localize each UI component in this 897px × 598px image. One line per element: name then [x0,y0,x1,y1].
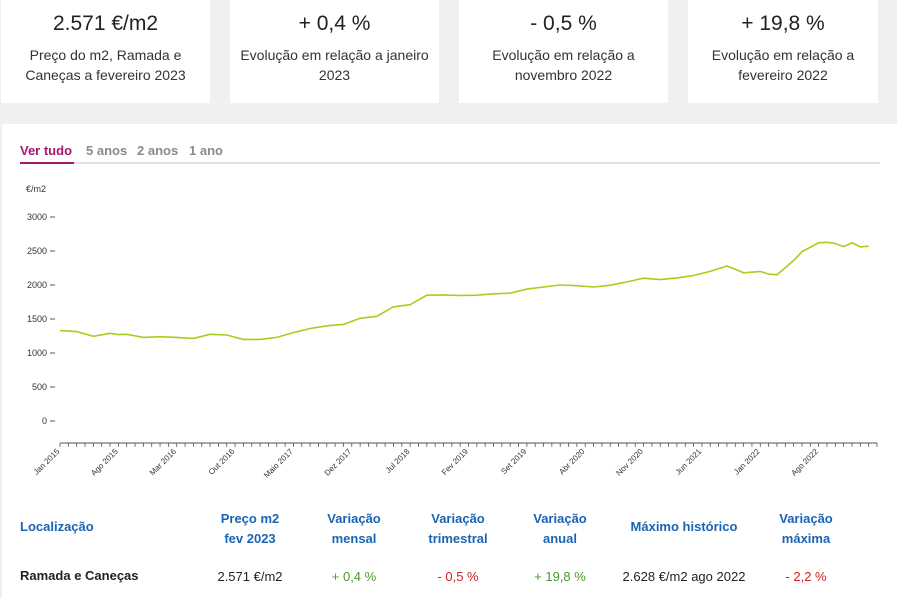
row-monthly-variation: + 0,4 % [331,569,377,584]
stat-value: 2.571 €/m2 [52,12,159,35]
stat-card-quarterly: - 0,5 % Evolução em relação a novembro 2… [459,0,668,103]
stat-card-price: 2.571 €/m2 Preço do m2, Ramada e Caneças… [1,0,210,103]
x-tick-label: Abr 2020 [557,447,587,477]
header-text: máxima [781,531,831,546]
stat-desc-line: 2023 [318,67,351,83]
stat-desc-line: Evolução em relação a janeiro [240,47,429,63]
y-tick-label: 1500 [27,314,47,324]
x-axis: Jan 2015 Ago 2015 Mar 2016 Out 2016 Maio 201… [32,443,878,480]
y-tick-label: 1000 [27,348,47,358]
y-tick-label: 0 [42,416,47,426]
tab-all[interactable]: Ver tudo [20,143,73,158]
header-annual: Variação anual [514,509,606,549]
header-quarterly: Variação trimestral [410,509,506,549]
header-text: Variação [431,511,485,526]
x-tick-label: Set 2019 [499,447,528,476]
tab-5-years[interactable]: 5 anos [86,143,128,158]
stat-desc-line: Preço do m2, Ramada e [29,47,182,63]
x-tick-label: Fev 2019 [440,447,470,477]
row-max-variation: - 2,2 % [785,569,827,584]
price-line-chart: €/m2 0 500 1000 1500 2000 2500 3000 Jan 2015 Ag… [26,184,878,480]
y-tick-label: 2000 [27,280,47,290]
stat-value: - 0,5 % [530,12,597,35]
stats-row: 2.571 €/m2 Preço do m2, Ramada e Caneças… [0,0,897,103]
row-annual-variation: + 19,8 % [534,569,586,584]
row-location: Ramada e Caneças [20,568,139,583]
stat-value: + 19,8 % [741,12,825,35]
header-text: trimestral [428,531,488,546]
stat-description: Evolução em relação a novembro 2022 [459,45,668,85]
header-text: Variação [327,511,381,526]
stat-card-annual: + 19,8 % Evolução em relação a fevereiro… [688,0,878,103]
header-monthly: Variação mensal [308,509,400,549]
stat-description: Evolução em relação a fevereiro 2022 [688,45,878,85]
stat-description: Evolução em relação a janeiro 2023 [230,45,439,85]
period-tabs: Ver tudo 5 anos 2 anos 1 ano [20,142,880,164]
stat-desc-line: fevereiro 2022 [738,67,828,83]
x-tick-label: Dez 2017 [323,447,354,478]
y-tick-label: 500 [32,382,47,392]
x-tick-label: Maio 2017 [262,447,295,480]
y-axis: 0 500 1000 1500 2000 2500 3000 [27,212,877,444]
x-tick-label: Ago 2015 [89,447,120,478]
header-text: Variação [533,511,587,526]
price-series-line [59,241,869,341]
x-tick-label: Jun 2021 [674,447,704,477]
price-table: Localização Preço m2 fev 2023 Variação m… [2,504,897,598]
stat-description: Preço do m2, Ramada e Caneças a fevereir… [1,45,210,85]
header-text: anual [543,531,577,546]
active-tab-indicator [20,162,74,164]
y-tick-label: 3000 [27,212,47,222]
y-tick-label: 2500 [27,246,47,256]
header-max-historic: Máximo histórico [616,517,752,537]
tab-2-years[interactable]: 2 anos [137,143,179,158]
header-max-variation: Variação máxima [760,509,852,549]
header-text: Preço m2 [220,511,280,526]
row-quarterly-variation: - 0,5 % [437,569,479,584]
stat-desc-line: Evolução em relação a [711,47,855,63]
header-text: Variação [779,511,833,526]
stat-desc-line: novembro 2022 [514,67,613,83]
row-max-historic: 2.628 €/m2 ago 2022 [622,569,746,584]
x-tick-label: Jan 2015 [32,447,62,477]
stat-value: + 0,4 % [298,12,371,35]
row-price: 2.571 €/m2 [217,569,283,584]
x-tick-label: Jan 2022 [732,447,762,477]
x-tick-label: Mar 2016 [148,447,179,478]
header-price: Preço m2 fev 2023 [202,509,298,549]
header-text: Localização [20,519,94,534]
header-text: fev 2023 [224,531,276,546]
y-axis-unit-label: €/m2 [26,184,46,194]
tab-1-year[interactable]: 1 ano [189,143,223,158]
header-location: Localização [20,517,100,537]
chart-panel: Ver tudo 5 anos 2 anos 1 ano €/m2 0 500 10… [2,124,897,598]
x-tick-label: Jul 2018 [384,447,412,475]
stat-desc-line: Caneças a fevereiro 2023 [25,67,186,83]
x-tick-label: Out 2016 [207,447,237,477]
x-tick-label: Ago 2022 [789,447,820,478]
stat-desc-line: Evolução em relação a [492,47,635,63]
stat-card-monthly: + 0,4 % Evolução em relação a janeiro 20… [230,0,439,103]
header-text: mensal [331,531,377,546]
x-tick-label: Nov 2020 [614,447,645,478]
header-text: Máximo histórico [630,519,738,534]
